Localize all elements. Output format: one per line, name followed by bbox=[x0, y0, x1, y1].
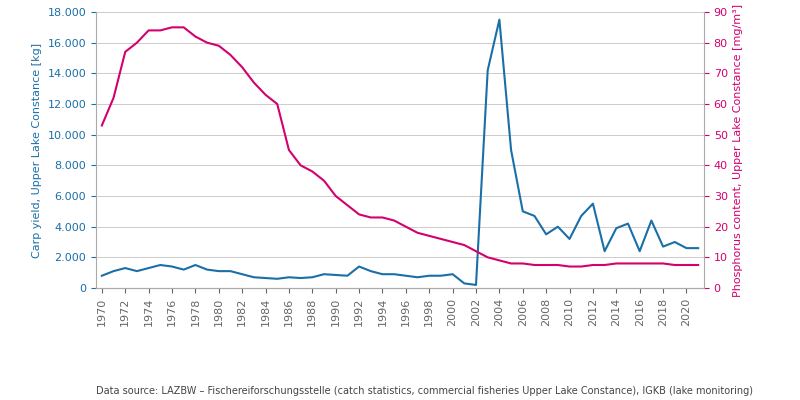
Phosphorus content bbox=[97, 123, 106, 128]
Phosphorus content bbox=[494, 258, 504, 263]
Phosphorus content bbox=[425, 234, 434, 238]
Catch yield, carp bbox=[506, 148, 516, 152]
Catch yield, carp bbox=[494, 17, 504, 22]
Catch yield, carp bbox=[413, 275, 422, 280]
Line: Phosphorus content: Phosphorus content bbox=[102, 27, 698, 266]
Phosphorus content bbox=[167, 25, 177, 30]
Line: Catch yield, carp: Catch yield, carp bbox=[102, 20, 698, 285]
Catch yield, carp bbox=[144, 266, 154, 270]
Phosphorus content bbox=[390, 218, 399, 223]
Phosphorus content bbox=[144, 28, 154, 33]
Catch yield, carp bbox=[307, 275, 317, 280]
Phosphorus content bbox=[319, 178, 329, 183]
Phosphorus content bbox=[694, 262, 703, 267]
Catch yield, carp bbox=[97, 273, 106, 278]
Catch yield, carp bbox=[694, 246, 703, 250]
Catch yield, carp bbox=[471, 282, 481, 287]
Text: Data source: LAZBW – Fischereiforschungsstelle (catch statistics, commercial fis: Data source: LAZBW – Fischereiforschungs… bbox=[96, 386, 753, 396]
Phosphorus content bbox=[471, 249, 481, 254]
Catch yield, carp bbox=[378, 272, 387, 277]
Catch yield, carp bbox=[459, 281, 469, 286]
Y-axis label: Phosphorus content, Upper Lake Constance [mg/m³]: Phosphorus content, Upper Lake Constance… bbox=[734, 4, 743, 296]
Y-axis label: Carp yield, Upper Lake Constance [kg]: Carp yield, Upper Lake Constance [kg] bbox=[32, 42, 42, 258]
Phosphorus content bbox=[565, 264, 574, 269]
